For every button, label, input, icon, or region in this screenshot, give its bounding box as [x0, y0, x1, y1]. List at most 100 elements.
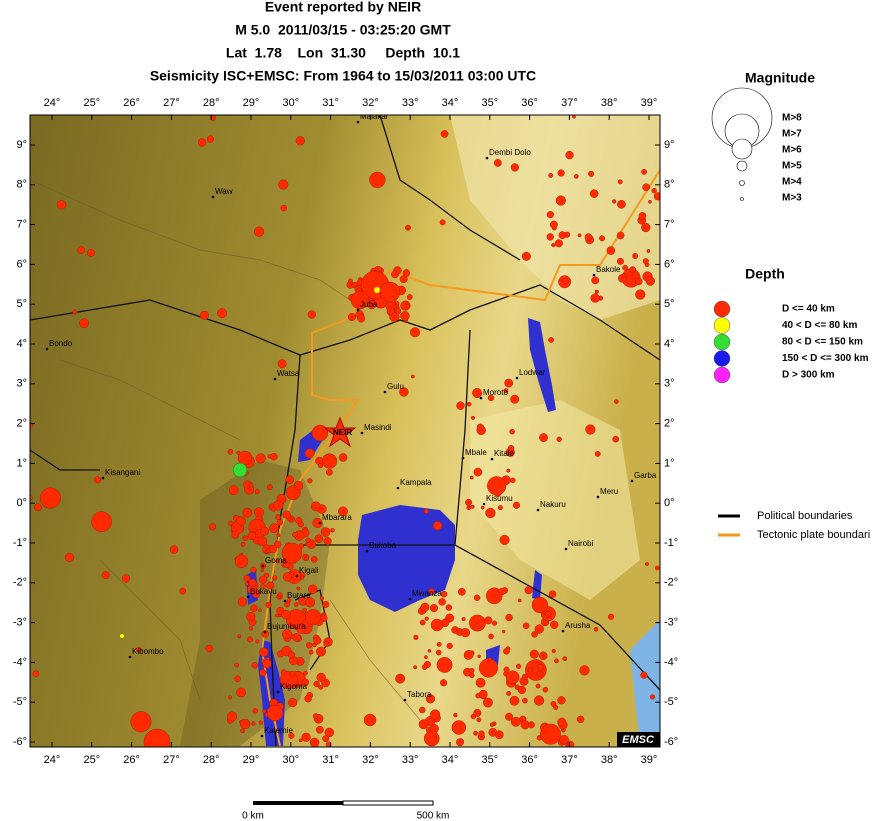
quake [565, 150, 574, 160]
quake [94, 476, 102, 484]
place-label: Malakal [360, 112, 388, 121]
quake [304, 597, 316, 608]
lat-label: -1° [13, 537, 27, 549]
quake [479, 658, 499, 678]
quake [589, 189, 599, 198]
quake [572, 115, 576, 119]
quake [473, 708, 482, 717]
place-label: Butare [287, 591, 311, 600]
lon-label: 37° [561, 97, 578, 109]
lat-label: 3° [664, 378, 675, 390]
quake [423, 730, 440, 747]
quake [622, 264, 629, 271]
quake [498, 587, 506, 596]
quake [319, 596, 325, 601]
place-label: Goma [265, 556, 287, 565]
quake [287, 651, 295, 659]
quake [466, 401, 472, 407]
quake [322, 735, 330, 743]
legend-label: 150 < D <= 300 km [782, 353, 869, 364]
quake [320, 527, 331, 537]
lat-label: -6° [13, 736, 27, 748]
quake [227, 711, 238, 722]
lon-label: 31° [322, 97, 339, 109]
quake [410, 327, 421, 338]
quake [250, 566, 257, 573]
quake [651, 188, 657, 194]
quake [641, 222, 651, 233]
lon-label: 32° [362, 97, 379, 109]
place-dot [490, 457, 494, 461]
legend-title: Depth [745, 266, 785, 282]
quake [418, 719, 429, 730]
quake [653, 192, 660, 201]
quake [413, 634, 419, 640]
quake [440, 679, 448, 687]
place-dot [273, 377, 277, 381]
quake [406, 294, 413, 300]
quake [576, 715, 585, 724]
lat-label: 2° [16, 418, 27, 430]
quake [461, 617, 466, 622]
lon-label: 32° [362, 754, 379, 766]
quake [301, 732, 311, 742]
place-dot [128, 655, 132, 659]
quake [584, 233, 593, 242]
quake [275, 559, 280, 564]
place-dot [260, 734, 264, 738]
legend-title: Magnitude [745, 70, 815, 86]
quake [539, 651, 548, 661]
quake [557, 696, 566, 705]
quake [473, 730, 479, 736]
quake [275, 613, 279, 618]
quake [654, 565, 660, 571]
quake [421, 664, 428, 670]
place-dot [246, 595, 250, 599]
quake [338, 506, 348, 517]
place-dot [383, 390, 387, 394]
highland [450, 115, 660, 320]
quake [266, 581, 275, 590]
quake [248, 626, 254, 631]
legend-label: D > 300 km [782, 370, 835, 381]
place-label: Moroto [483, 388, 508, 397]
quake [206, 135, 214, 143]
quake [121, 574, 131, 583]
lon-label: 26° [123, 754, 140, 766]
quake [617, 179, 623, 185]
quake [522, 673, 529, 680]
quake [318, 463, 324, 469]
lon-label: 26° [123, 97, 140, 109]
quake [261, 630, 269, 638]
quake [638, 212, 647, 220]
legend-label: M>5 [782, 161, 802, 172]
lon-label: 27° [163, 97, 180, 109]
legend-label: M>4 [782, 177, 802, 188]
axes: 24° 24° 25° 25° 26° 26° 27° 27° 28° 28° 29° 29° 30° 3… [13, 97, 678, 766]
quake [473, 594, 481, 601]
quake [325, 468, 333, 476]
quake [478, 730, 485, 737]
quake [632, 253, 639, 259]
quake [439, 219, 446, 226]
quake [369, 171, 386, 188]
quake [293, 480, 304, 491]
quake [535, 683, 541, 689]
quake [473, 467, 483, 477]
quake [423, 508, 429, 514]
place-label: Mbarara [322, 513, 352, 522]
quake [642, 183, 651, 192]
lat-label: 8° [16, 179, 27, 191]
scale-start: 0 km [242, 811, 264, 821]
event-star [323, 416, 357, 448]
lon-label: 34° [442, 754, 459, 766]
lon-label: 34° [442, 97, 459, 109]
quake [169, 545, 179, 554]
quake [285, 475, 295, 484]
scale-segment [253, 801, 343, 805]
quake [540, 723, 561, 745]
lat-label: -3° [664, 617, 678, 629]
depth-symbol [713, 300, 731, 318]
lon-label: 35° [481, 754, 498, 766]
quake [247, 531, 257, 541]
